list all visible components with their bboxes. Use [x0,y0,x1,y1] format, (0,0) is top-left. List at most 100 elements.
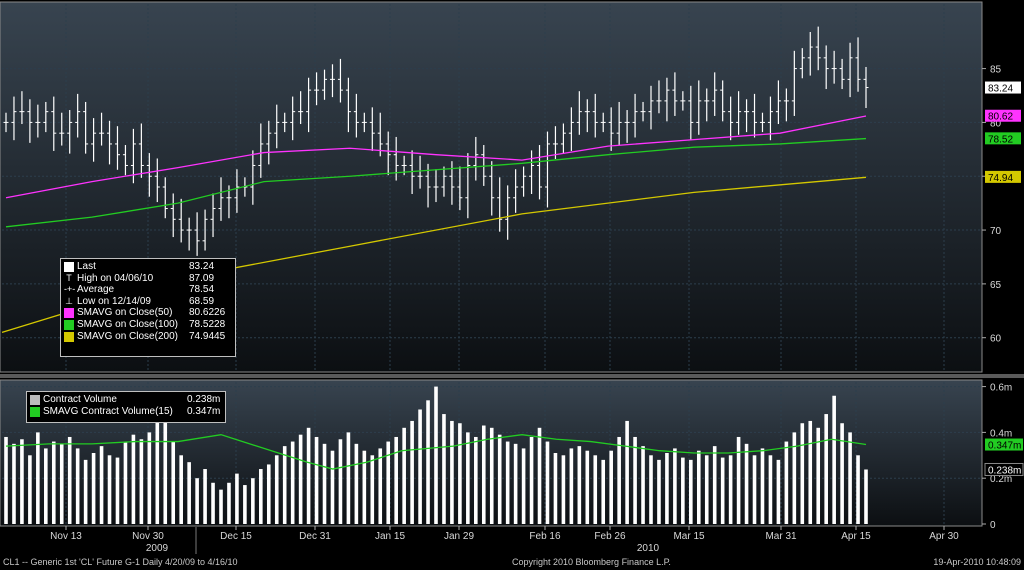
volume-bar [458,423,462,524]
sma200-swatch [64,331,74,342]
ohlc-bar [752,93,758,138]
volume-bar [378,448,383,524]
legend-row: -+- Average 78.54 [61,284,235,296]
ohlc-bar [823,45,829,90]
volume-bar [99,446,104,524]
ohlc-bar [329,64,335,98]
ohlc-bar [465,153,471,219]
volume-bar [147,432,152,524]
sma200-tag: 74.94 [985,170,1021,184]
contract-volume-swatch [30,395,40,405]
ohlc-bar [839,58,845,90]
ohlc-bar [759,112,765,133]
volume-bar [673,448,677,524]
volume-bar [83,459,88,524]
ohlc-bar [202,209,208,251]
volume-bar [91,453,96,524]
ohlc-bar [170,193,176,238]
ohlc-bar [35,104,41,138]
volume-bar [712,446,717,524]
volume-bar [816,427,821,524]
volume-bar [505,441,510,524]
volume-bar [466,432,470,524]
volume-bar [513,443,518,524]
volume-bar [219,489,223,524]
sma100-tag-bg [985,132,1021,145]
volume-bar [402,427,406,524]
legend-value: 83.24 [189,261,215,272]
ohlc-bar [736,91,742,135]
ohlc-bar [616,101,622,146]
ohlc-bar [51,96,57,151]
price-y-tick-label: 60 [990,334,1002,345]
volume-bar [625,420,629,524]
ohlc-bar [425,163,431,208]
ohlc-bar [417,155,423,189]
price-y-axis: 606570758085 [982,65,1002,345]
volume-value-tags: 0.347m 0.238m [984,438,1024,476]
volume-bar [434,386,438,524]
legend-row: SMAVG on Close(200) 74.9445 [61,331,235,343]
legend-value: 0.347m [187,405,221,417]
legend-label: Average [77,284,115,296]
volume-bar [561,455,566,524]
ohlc-bar [234,169,240,213]
ohlc-bar [720,80,726,122]
ohlc-bar [27,99,33,143]
price-value-tags: 83.24 80.62 78.52 74.94 [985,81,1021,184]
high-icon: T [66,272,72,283]
ohlc-bar [314,72,320,106]
volume-bar [649,455,653,524]
sma50-line [5,115,867,199]
volume-bar [681,457,685,524]
x-group-label-2009: 2009 [146,543,169,554]
ohlc-bar [83,101,89,154]
ohlc-bar [377,112,383,157]
status-footer: CL1 -- Generic 1st 'CL' Future G-1 Daily… [0,556,1024,570]
ohlc-bar [497,177,503,232]
ohlc-bar [67,110,73,154]
volume-bar [569,448,574,524]
volume-bar [123,441,128,524]
ohlc-bar [107,120,113,165]
ohlc-bar [75,93,81,138]
volume-bar [832,395,836,524]
volume-bar [115,457,120,524]
volume-ma-line [5,434,867,470]
volume-bar [171,441,176,524]
volume-bar [187,462,191,524]
ohlc-bar [529,150,535,194]
ohlc-bar [130,128,136,184]
ohlc-bar [218,177,224,221]
volume-bar [75,448,80,524]
volume-bar [36,432,40,524]
ohlc-bar [186,217,192,251]
panel-divider[interactable] [0,374,1024,378]
ohlc-bar [298,91,304,125]
volume-bar [330,450,335,524]
sma100-swatch [64,319,74,330]
volume-bar [28,455,32,524]
vol-sma-tag-bg [985,438,1023,451]
ohlc-bar [194,212,200,256]
ohlc-bar [457,166,463,211]
volume-bar [752,455,757,524]
ohlc-bar [505,185,511,240]
volume-bar [784,441,789,524]
ohlc-bar [799,48,805,79]
ohlc-bar [306,77,312,133]
sma50-tag-bg [985,109,1021,122]
ohlc-bar [608,107,614,151]
x-tick-label: Jan 29 [444,531,474,542]
volume-bar [418,409,422,524]
ohlc-bar [688,85,694,141]
volume-bar [386,441,391,524]
volume-bar [266,464,271,524]
ohlc-bar [59,112,65,146]
ohlc-bar [696,80,702,135]
volume-bar [800,423,805,524]
last-price-tag-text: 83.24 [988,84,1013,95]
ohlc-bar [345,77,351,133]
ohlc-bar [441,166,447,197]
ohlc-bar [855,37,861,92]
